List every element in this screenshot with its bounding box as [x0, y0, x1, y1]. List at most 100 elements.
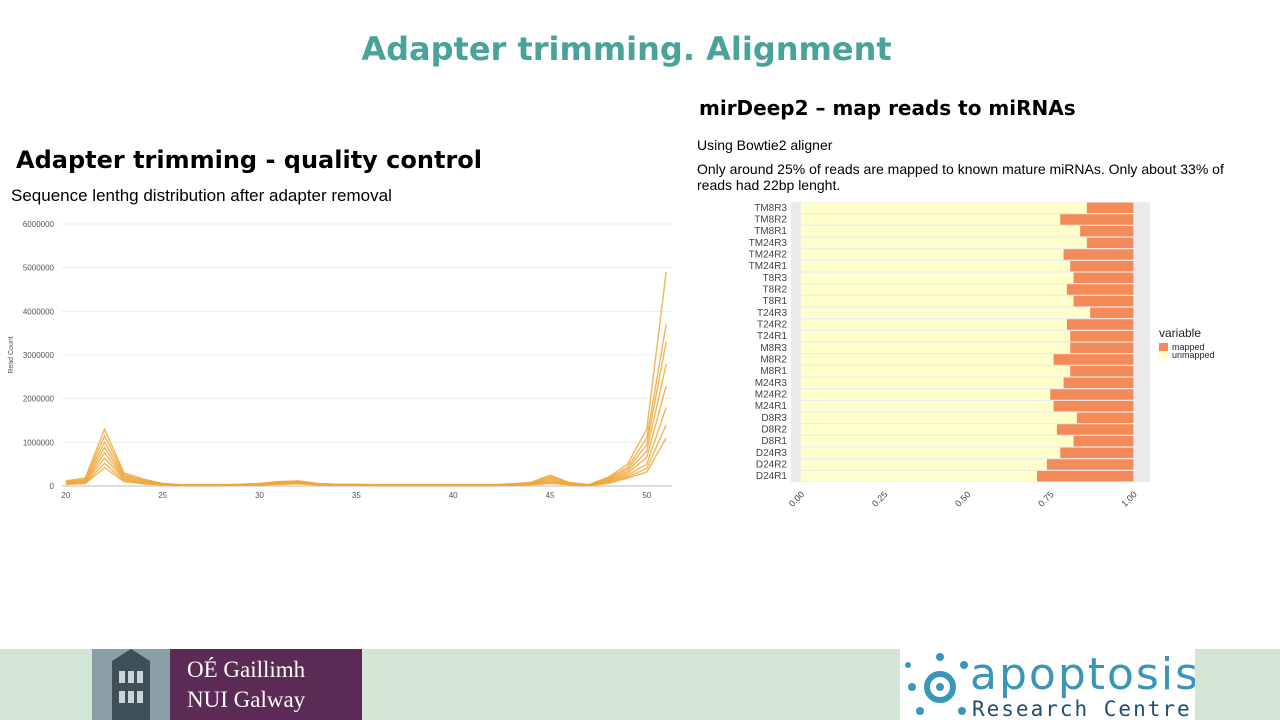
bar-mapped	[1073, 272, 1134, 284]
y-tick-label: 6000000	[23, 220, 55, 229]
y-tick-label: 5000000	[23, 264, 55, 273]
category-label: M8R3	[760, 343, 787, 354]
bar-mapped	[1090, 307, 1134, 319]
series-line	[65, 341, 667, 486]
apoptosis-research-centre-logo: apoptosis Research Centre	[900, 649, 1195, 720]
x-tick-label: 0.25	[870, 489, 889, 508]
bar-unmapped	[800, 214, 1061, 225]
bar-mapped	[1060, 447, 1134, 459]
bar-mapped	[1063, 249, 1134, 260]
bar-unmapped	[800, 365, 1071, 377]
x-tick-label: 1.00	[1119, 489, 1138, 508]
category-label: TM8R1	[754, 226, 787, 237]
bar-unmapped	[800, 377, 1064, 389]
y-tick-label: 1000000	[23, 438, 55, 447]
bar-unmapped	[800, 307, 1091, 319]
legend-label-mapped: mapped	[1172, 342, 1205, 352]
bar-unmapped	[800, 225, 1081, 237]
category-label: T24R3	[757, 308, 787, 319]
x-tick-label: 20	[61, 491, 70, 500]
bar-mapped	[1070, 342, 1134, 354]
x-tick-label: 40	[449, 491, 458, 500]
bar-mapped	[1053, 354, 1134, 365]
x-tick-label: 50	[642, 491, 651, 500]
legend-swatch-unmapped	[1159, 351, 1168, 359]
bar-mapped	[1063, 377, 1134, 389]
bar-unmapped	[800, 249, 1064, 260]
bar-unmapped	[800, 354, 1054, 365]
category-label: TM24R3	[749, 238, 788, 249]
qc-subtitle: Sequence lenthg distribution after adapt…	[11, 186, 392, 205]
x-tick-label: 25	[158, 491, 167, 500]
bar-unmapped	[800, 295, 1074, 307]
series-line	[65, 363, 667, 486]
bar-mapped	[1086, 237, 1134, 249]
x-tick-label: 0.50	[953, 489, 972, 508]
bar-mapped	[1070, 365, 1134, 377]
category-label: D24R1	[756, 471, 788, 482]
bar-mapped	[1073, 295, 1134, 307]
mirdeep-heading: mirDeep2 – map reads to miRNAs	[699, 96, 1076, 120]
category-label: T8R3	[763, 273, 788, 284]
bar-mapped	[1050, 389, 1134, 400]
category-label: M24R3	[755, 378, 788, 389]
bar-unmapped	[800, 459, 1047, 470]
building-icon	[92, 649, 170, 720]
y-axis-label: Read Count	[8, 336, 15, 373]
bar-unmapped	[800, 260, 1071, 272]
category-label: T24R1	[757, 331, 787, 342]
bar-mapped	[1086, 202, 1134, 214]
series-line	[65, 324, 667, 486]
series-line	[65, 385, 667, 486]
bar-unmapped	[800, 237, 1087, 249]
apoptosis-wordmark: apoptosis	[970, 649, 1195, 700]
nui-galway-logo: OÉ Gaillimh NUI Galway	[92, 649, 362, 720]
bar-mapped	[1070, 260, 1134, 272]
series-line	[65, 407, 667, 486]
category-label: TM8R2	[754, 215, 787, 226]
slide-title: Adapter trimming. Alignment	[361, 30, 892, 68]
bar-unmapped	[800, 272, 1074, 284]
bar-unmapped	[800, 400, 1054, 412]
bar-mapped	[1073, 435, 1134, 447]
category-label: T8R2	[763, 285, 788, 296]
bar-mapped	[1066, 319, 1134, 330]
mapping-rate-chart: TM8R3TM8R2TM8R1TM24R3TM24R2TM24R1T8R3T8R…	[749, 202, 1215, 509]
bar-unmapped	[800, 342, 1071, 354]
x-tick-label: 35	[352, 491, 361, 500]
legend-label-unmapped: unmapped	[1172, 350, 1215, 360]
category-label: D24R2	[756, 460, 788, 471]
category-label: D24R3	[756, 448, 788, 459]
bar-mapped	[1070, 330, 1134, 342]
bar-unmapped	[800, 447, 1061, 459]
legend-title: variable	[1159, 326, 1201, 340]
category-label: TM24R1	[749, 261, 788, 272]
category-label: D8R3	[761, 413, 787, 424]
y-tick-label: 3000000	[23, 351, 55, 360]
molecule-icon	[905, 653, 968, 715]
series-line	[65, 424, 667, 487]
category-label: TM8R3	[754, 203, 787, 214]
category-label: TM24R2	[749, 250, 788, 261]
plot-panel	[791, 202, 1150, 482]
category-label: D8R1	[761, 436, 787, 447]
x-tick-label: 0.75	[1036, 489, 1055, 508]
bar-unmapped	[800, 284, 1067, 295]
category-label: M8R2	[760, 355, 787, 366]
y-tick-label: 0	[50, 482, 55, 491]
y-tick-label: 4000000	[23, 307, 55, 316]
qc-heading: Adapter trimming - quality control	[16, 146, 482, 174]
bar-mapped	[1080, 225, 1134, 237]
bar-unmapped	[800, 330, 1071, 342]
category-label: M24R1	[755, 401, 788, 412]
bar-mapped	[1053, 400, 1134, 412]
series-line	[65, 437, 667, 487]
series-line	[65, 271, 667, 486]
nui-name-english: NUI Galway	[187, 687, 306, 712]
y-tick-label: 2000000	[23, 395, 55, 404]
x-tick-label: 0.00	[787, 489, 806, 508]
length-distribution-chart: 0 1000000 2000000 3000000 4000000 5000000 6000…	[8, 220, 672, 500]
bar-mapped	[1056, 424, 1134, 435]
bar-unmapped	[800, 319, 1067, 330]
category-label: M24R2	[755, 390, 788, 401]
